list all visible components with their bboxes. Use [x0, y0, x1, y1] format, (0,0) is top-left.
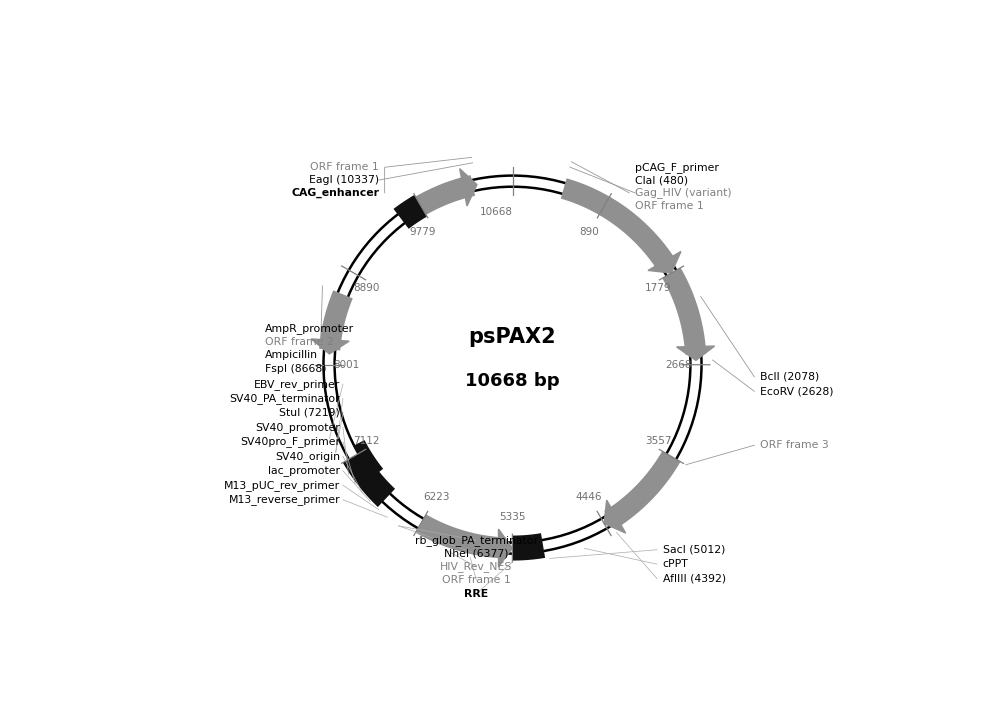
Text: 4446: 4446 [576, 492, 602, 502]
Text: M13_reverse_primer: M13_reverse_primer [229, 495, 340, 505]
Text: BclI (2078): BclI (2078) [760, 372, 819, 382]
Text: EagI (10337): EagI (10337) [309, 175, 379, 185]
Text: Gag_HIV (variant): Gag_HIV (variant) [635, 188, 731, 199]
Polygon shape [648, 251, 681, 273]
Text: 1779: 1779 [645, 283, 671, 293]
Text: lac_promoter: lac_promoter [268, 466, 340, 477]
Text: 9779: 9779 [410, 227, 436, 238]
Polygon shape [319, 290, 353, 350]
Text: cPPT: cPPT [663, 560, 688, 569]
Polygon shape [604, 500, 626, 533]
Text: SV40_promoter: SV40_promoter [255, 422, 340, 433]
Text: 8890: 8890 [354, 283, 380, 293]
Polygon shape [604, 451, 680, 529]
Text: 5335: 5335 [499, 513, 526, 523]
Polygon shape [498, 529, 512, 567]
Text: M13_pUC_rev_primer: M13_pUC_rev_primer [224, 480, 340, 491]
Polygon shape [512, 533, 545, 560]
Text: SV40_origin: SV40_origin [275, 451, 340, 462]
Text: 3557: 3557 [645, 436, 671, 446]
Text: 6223: 6223 [423, 492, 449, 502]
Text: FspI (8668): FspI (8668) [265, 363, 327, 373]
Text: SV40pro_F_primer: SV40pro_F_primer [240, 436, 340, 448]
Text: 890: 890 [579, 227, 599, 238]
Text: ORF frame 3: ORF frame 3 [760, 440, 829, 451]
Text: StuI (7219): StuI (7219) [279, 408, 340, 418]
Text: ORF frame 2: ORF frame 2 [265, 337, 334, 347]
Text: rb_glob_PA_terminator: rb_glob_PA_terminator [415, 535, 538, 546]
Text: AmpR_promoter: AmpR_promoter [265, 323, 354, 334]
Text: ORF frame 1: ORF frame 1 [635, 201, 704, 211]
Polygon shape [662, 268, 706, 355]
Polygon shape [353, 440, 383, 477]
Polygon shape [460, 169, 477, 206]
Polygon shape [311, 339, 349, 354]
Polygon shape [343, 450, 395, 507]
Text: HIV_Rev_NES: HIV_Rev_NES [440, 562, 513, 573]
Text: 10668 bp: 10668 bp [465, 373, 560, 391]
Text: ORF frame 1: ORF frame 1 [442, 575, 511, 586]
Text: 8001: 8001 [333, 360, 360, 370]
Polygon shape [677, 346, 715, 360]
Text: 7112: 7112 [354, 436, 380, 446]
Polygon shape [355, 442, 364, 452]
Polygon shape [369, 480, 381, 493]
Text: pCAG_F_primer: pCAG_F_primer [635, 162, 719, 173]
Polygon shape [415, 514, 506, 559]
Text: ClaI (480): ClaI (480) [635, 175, 688, 185]
Text: CAG_enhancer: CAG_enhancer [291, 188, 379, 198]
Text: 10668: 10668 [480, 206, 512, 217]
Text: ORF frame 1: ORF frame 1 [310, 162, 379, 173]
Text: psPAX2: psPAX2 [469, 327, 556, 347]
Text: NheI (6377): NheI (6377) [444, 549, 509, 559]
Text: Ampicillin: Ampicillin [265, 350, 318, 360]
Polygon shape [415, 175, 475, 215]
Text: EcoRV (2628): EcoRV (2628) [760, 386, 833, 396]
Polygon shape [561, 178, 675, 270]
Text: RRE: RRE [464, 588, 488, 599]
Text: 2668: 2668 [665, 360, 692, 370]
Text: SV40_PA_terminator: SV40_PA_terminator [230, 393, 340, 404]
Text: SacI (5012): SacI (5012) [663, 544, 725, 554]
Text: EBV_rev_primer: EBV_rev_primer [254, 378, 340, 390]
Polygon shape [393, 195, 427, 229]
Polygon shape [352, 459, 364, 473]
Text: AflIII (4392): AflIII (4392) [663, 574, 726, 583]
